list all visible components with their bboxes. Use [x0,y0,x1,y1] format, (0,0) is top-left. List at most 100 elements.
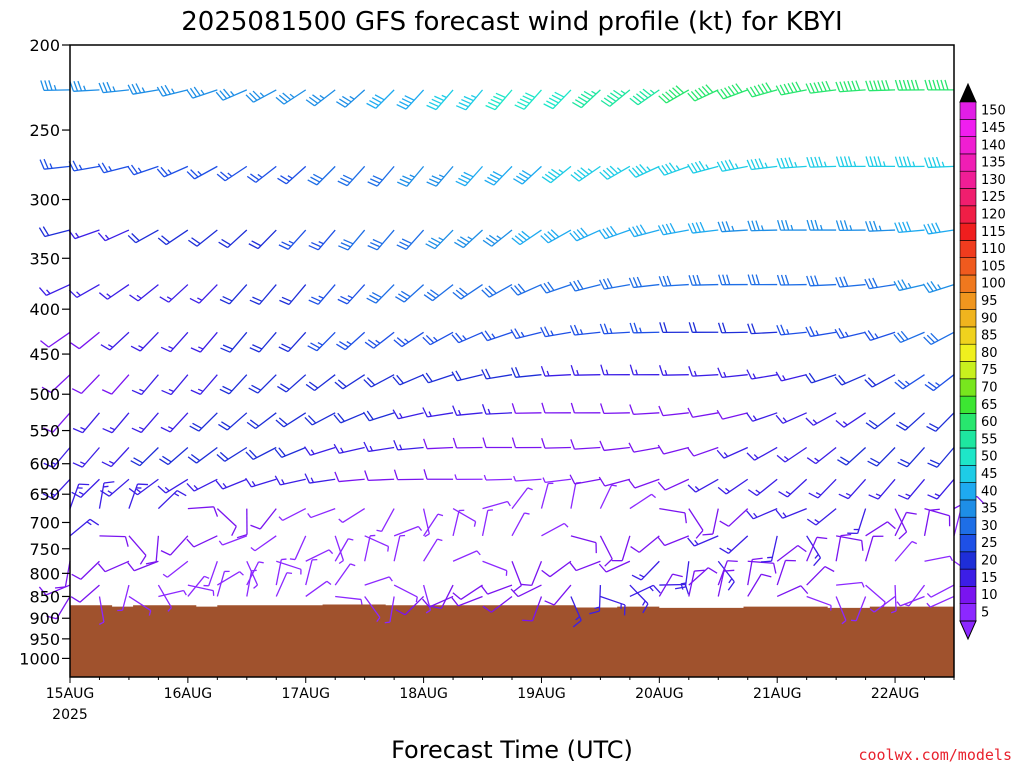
wind-barb-half-feather [905,380,910,386]
wind-barb-staff [815,446,837,465]
wind-barb-staff [216,571,226,597]
wind-barb [864,277,896,290]
wind-barb-staff [399,374,424,386]
wind-barb-feather [313,173,323,180]
wind-barb-feather [248,243,259,250]
wind-barb-feather [727,581,735,591]
wind-barb-feather [127,234,137,244]
x-tick-label: 20AUG [635,686,684,702]
wind-barb-feather [219,90,228,100]
wind-barb-feather [102,82,108,93]
wind-barb-feather [540,327,546,337]
wind-barb-staff [717,570,725,597]
wind-barb-staff [936,447,955,468]
wind-barb [543,89,572,110]
colorbar-label: 120 [981,207,1006,222]
wind-barb-feather [717,322,723,333]
wind-barb-feather [40,340,50,348]
wind-barb [156,84,189,97]
wind-barb [393,584,418,603]
wind-barb [337,165,366,187]
wind-barb-feather [431,605,442,609]
wind-barb-feather [339,98,349,106]
wind-barb-staff [227,229,248,249]
wind-barb-feather [222,344,233,350]
wind-barb [868,478,896,500]
wind-barb-half-feather [579,329,584,335]
wind-barb-feather [485,368,491,379]
wind-barb-staff [73,165,100,172]
wind-barb-feather [189,87,197,98]
wind-barb-feather [249,347,260,353]
wind-barb-half-feather [204,575,210,579]
wind-barb-feather [642,603,649,614]
wind-barb-staff [311,412,336,426]
wind-barb-staff [490,595,513,613]
wind-barb-feather [518,172,529,180]
wind-barb-feather [881,80,886,91]
wind-barb [513,475,542,482]
wind-barb-staff [342,374,366,390]
wind-barb-feather [668,162,677,172]
wind-barb [657,535,690,547]
wind-barb [510,584,542,598]
wind-barb [423,469,454,480]
wind-barb-feather [176,490,187,497]
colorbar-segment [959,447,977,466]
wind-barb-feather [164,84,171,95]
wind-barb-half-feather [558,169,564,174]
wind-barb [69,483,90,509]
wind-barb-feather [341,95,352,103]
wind-barb-feather [127,165,135,176]
wind-barb-staff [806,566,826,586]
wind-barb-feather [518,233,527,241]
wind-barb-staff [898,229,925,234]
wind-barb-half-feather [340,447,344,453]
wind-barb [305,374,336,392]
wind-barb-feather [551,94,562,101]
wind-barb [806,275,837,287]
wind-barb [688,508,704,539]
wind-barb-feather [485,104,496,111]
wind-barb-feather [392,376,401,386]
wind-barb-staff [257,374,277,394]
wind-barb [897,478,926,500]
wind-barb [393,525,423,537]
wind-barb-feather [451,597,459,607]
wind-barb-feather [544,600,555,606]
wind-barb-staff [316,165,336,186]
wind-barb-staff [224,165,248,182]
wind-barb-feather [277,177,287,185]
wind-barb-feather [672,87,681,96]
wind-barb-feather [893,281,900,291]
wind-barb [161,374,189,396]
wind-barb-feather [428,101,439,108]
wind-barb-feather [366,102,377,109]
wind-barb [246,412,277,430]
wind-barb [384,596,395,624]
wind-barb-feather [872,277,878,288]
wind-barb [128,483,148,509]
wind-barb-feather [931,157,937,168]
wind-barb-feather [897,280,904,290]
wind-barb-feather [493,95,504,102]
wind-barb-feather [252,296,263,302]
wind-barb-feather [716,90,724,100]
x-tick-label: 21AUG [753,686,802,702]
wind-barb-staff [139,447,159,467]
wind-barb [334,535,345,565]
wind-barb-half-feather [542,477,546,483]
colorbar-label: 145 [981,121,1006,136]
wind-barb [215,478,248,490]
wind-barb-staff [282,508,307,522]
wind-barb-staff [662,374,689,376]
wind-barb [865,584,886,608]
wind-barb-staff [222,89,248,101]
wind-barb-feather [127,84,134,95]
wind-barb [747,220,778,232]
wind-barb-half-feather [437,513,444,517]
wind-barb-staff [103,89,130,94]
wind-barb-feather [281,343,292,350]
wind-barb-feather [717,221,723,232]
wind-barb-half-feather [338,518,344,523]
